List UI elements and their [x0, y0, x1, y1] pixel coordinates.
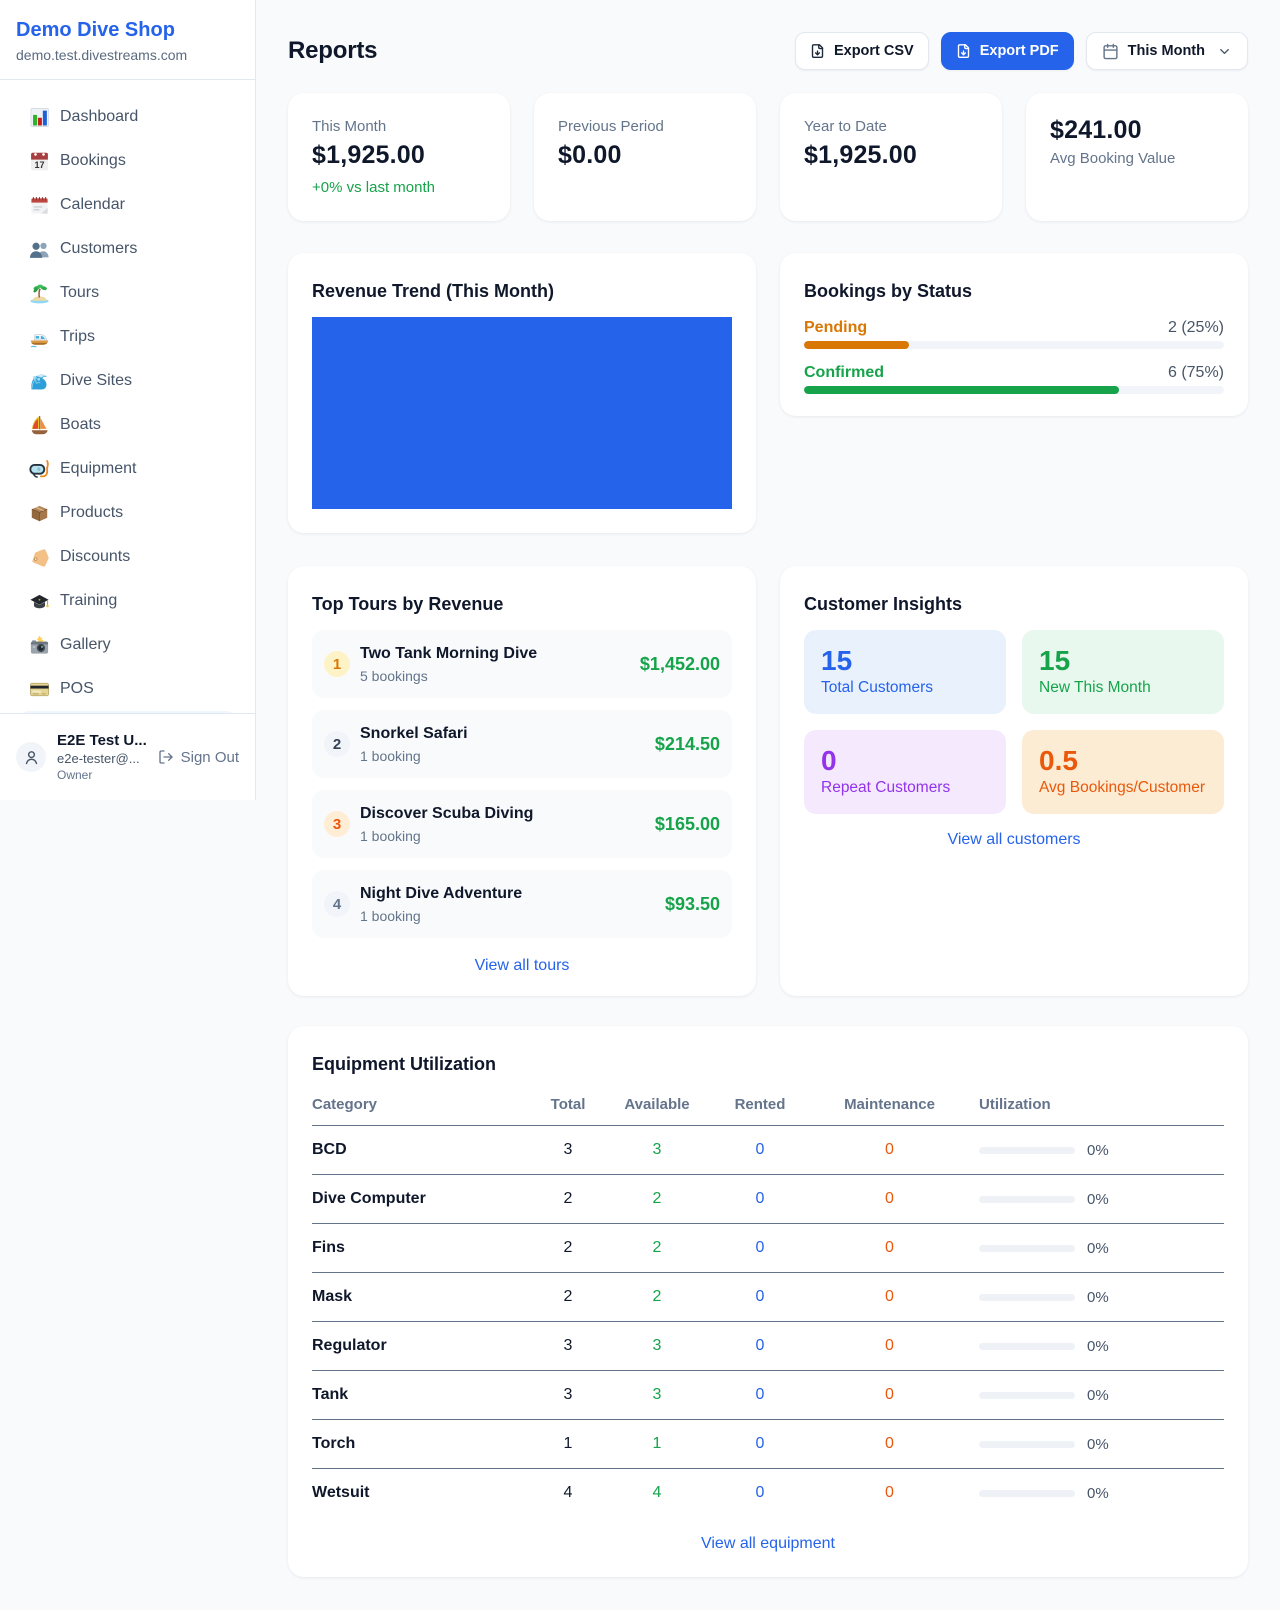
svg-text:17: 17	[34, 159, 44, 169]
